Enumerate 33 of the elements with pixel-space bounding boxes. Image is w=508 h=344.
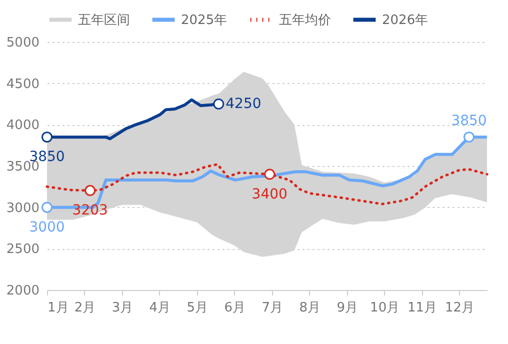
x-tick-label: 6月: [224, 300, 246, 316]
y-tick-label: 3000: [6, 200, 40, 216]
y-tick-label: 4000: [6, 118, 40, 134]
y-tick-label: 2500: [6, 242, 40, 258]
y-tick-label: 4500: [6, 76, 40, 92]
data-label: 4250: [226, 96, 262, 112]
point: [464, 132, 475, 143]
line-series: [46, 163, 488, 206]
x-tick-label: 10月: [370, 300, 400, 316]
data-label: 3000: [29, 219, 65, 236]
legend-label: 2026年: [382, 12, 428, 28]
x-tick-label: 12月: [444, 300, 475, 316]
point: [264, 168, 276, 180]
x-tick-label: 2月: [74, 300, 96, 316]
x-tick-label: 5月: [186, 300, 208, 316]
legend-label: 2025年: [181, 12, 228, 28]
x-tick-label: 11月: [408, 300, 438, 316]
x-tick-label: 7月: [262, 300, 284, 316]
x-tick-label: 4月: [149, 300, 171, 316]
point: [42, 202, 52, 213]
data-label: 3400: [252, 186, 288, 202]
x-tick-label: 8月: [299, 300, 320, 316]
y-tick-label: 2000: [6, 284, 40, 298]
legend-label: 五年区间: [78, 12, 130, 28]
legend-label: 五年均价: [279, 12, 331, 28]
point: [213, 98, 224, 110]
y-tick-label: 5000: [6, 36, 40, 50]
point: [84, 185, 96, 196]
x-tick-label: 3月: [112, 300, 134, 316]
point: [42, 132, 52, 143]
x-tick-label: 9月: [336, 300, 358, 316]
data-label: 3850: [451, 113, 487, 130]
x-tick-label: 1月: [48, 300, 69, 316]
